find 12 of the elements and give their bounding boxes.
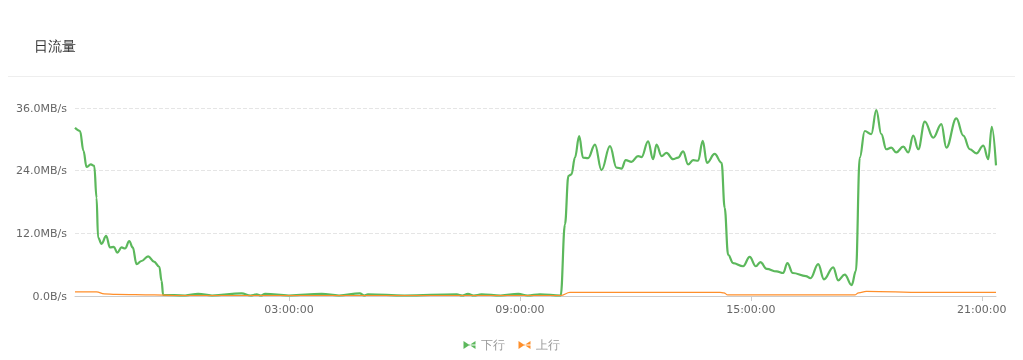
- line-series: [73, 108, 998, 297]
- chart-title: 日流量: [34, 38, 76, 54]
- y-tick-label: 12.0MB/s: [16, 226, 68, 240]
- x-tick-label: 21:00:00: [957, 303, 1007, 316]
- legend-label: 上行: [535, 338, 560, 352]
- x-tick-label: 15:00:00: [726, 303, 776, 316]
- x-tick-label: 09:00:00: [495, 303, 545, 316]
- y-tick-label: 36.0MB/s: [16, 101, 68, 115]
- y-tick-label: 24.0MB/s: [16, 164, 68, 178]
- y-tick-label: 0.0B/s: [32, 289, 68, 303]
- legend-label: 下行: [480, 338, 505, 352]
- x-tick-label: 03:00:00: [264, 303, 314, 316]
